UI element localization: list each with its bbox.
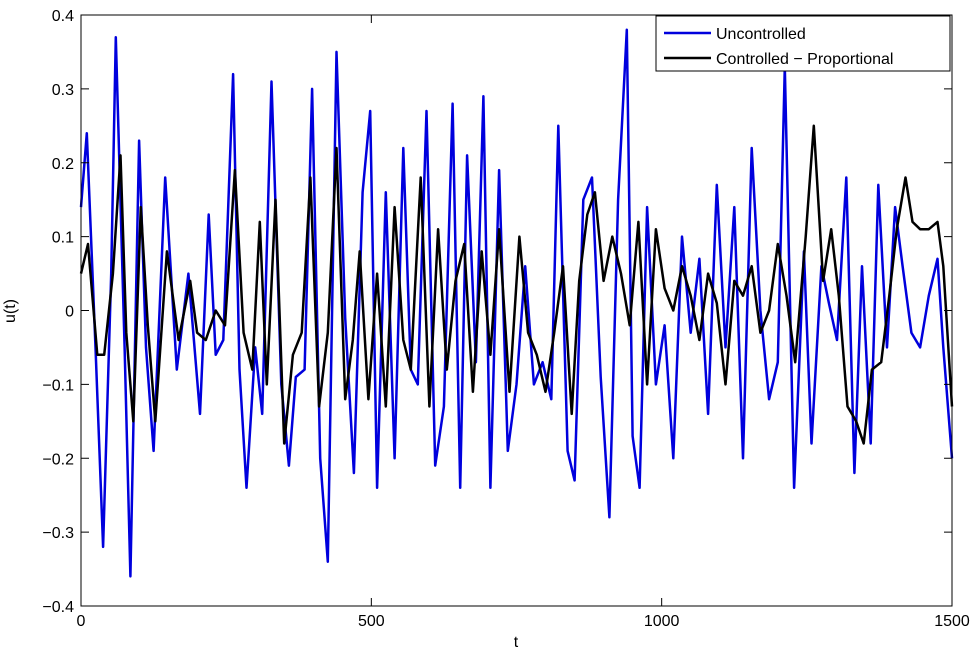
y-tick-label: −0.3 <box>42 525 74 542</box>
x-tick-label: 0 <box>77 613 86 630</box>
y-axis-label: u(t) <box>2 299 19 323</box>
plot-area <box>81 15 952 606</box>
y-tick-label: 0.2 <box>52 156 74 173</box>
y-tick-label: −0.2 <box>42 451 74 468</box>
y-tick-label: 0.3 <box>52 82 74 99</box>
y-tick-label: 0 <box>65 304 74 321</box>
y-tick-label: −0.4 <box>42 599 74 616</box>
legend: Uncontrolled Controlled − Proportional <box>656 16 950 71</box>
x-tick-label: 1500 <box>934 613 970 630</box>
x-tick-label: 500 <box>358 613 385 630</box>
legend-label-controlled: Controlled − Proportional <box>716 51 893 68</box>
x-axis-label: t <box>514 634 519 651</box>
legend-label-uncontrolled: Uncontrolled <box>716 26 806 43</box>
y-tick-label: −0.1 <box>42 377 74 394</box>
x-tick-label: 1000 <box>644 613 680 630</box>
y-tick-label: 0.1 <box>52 230 74 247</box>
y-tick-label: 0.4 <box>52 8 74 25</box>
